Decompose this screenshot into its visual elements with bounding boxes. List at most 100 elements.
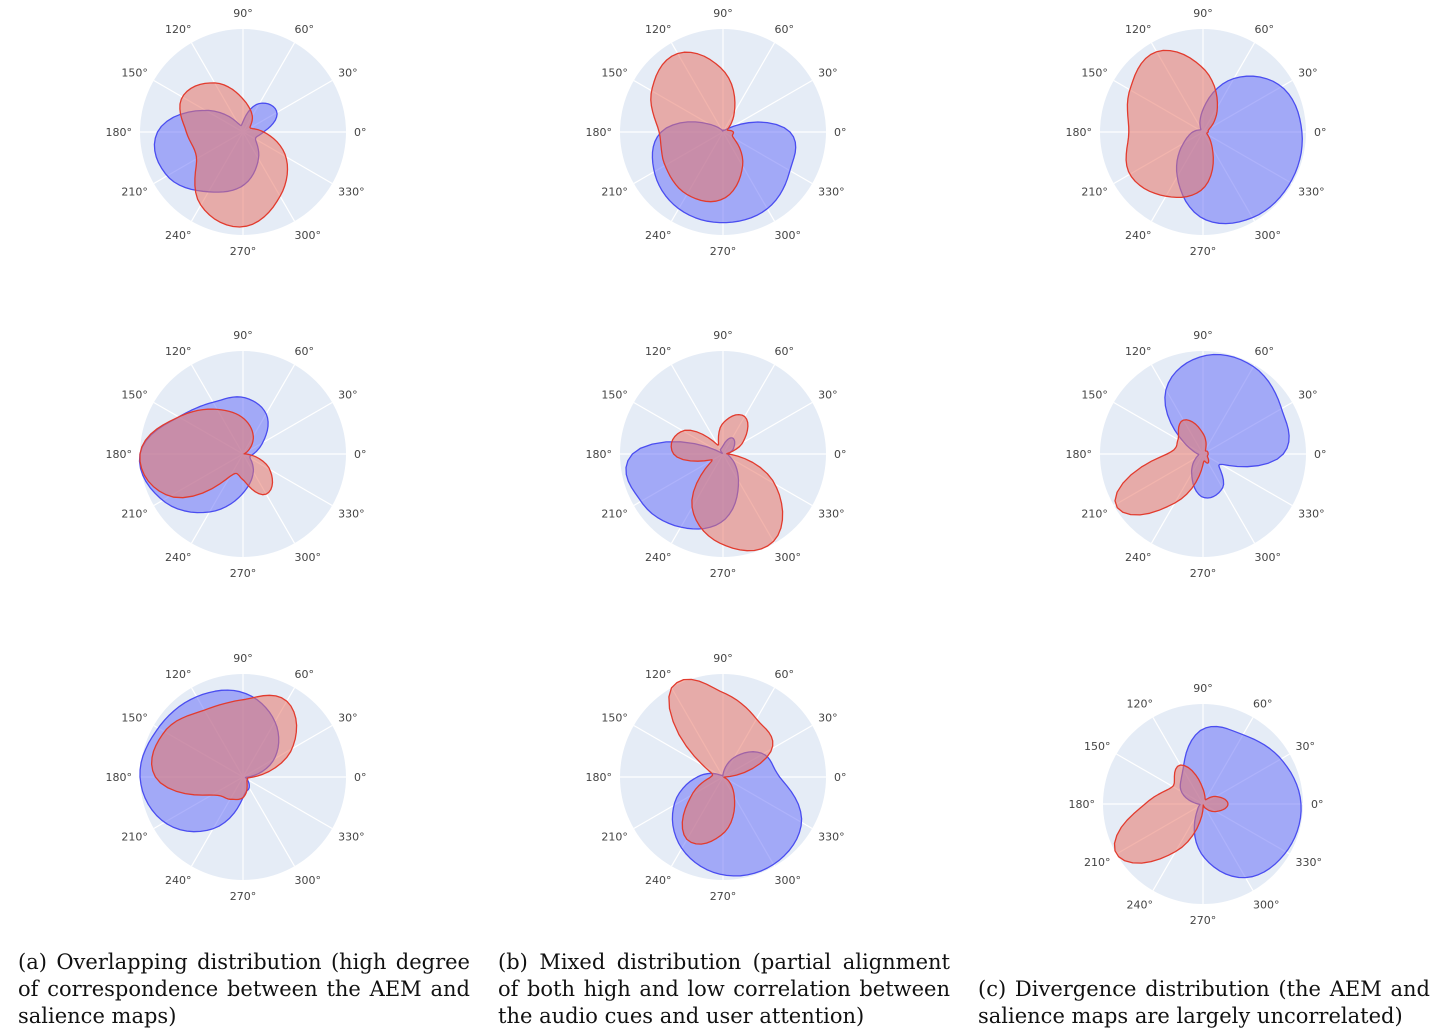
angle-tick-label: 0° [1311,798,1324,811]
caption-b: (b) Mixed distribution (partial alignmen… [498,950,950,1028]
angle-tick-label: 300° [1253,899,1280,912]
angle-tick-label: 0° [354,771,367,784]
angle-tick-label: 180° [1066,126,1093,139]
angle-tick-label: 270° [1190,914,1217,927]
angle-tick-label: 90° [713,7,733,20]
series-area-red [670,413,784,552]
angle-tick-label: 240° [645,229,672,242]
angle-tick-label: 300° [1255,551,1282,564]
angle-tick-label: 120° [1125,345,1152,358]
angle-tick-label: 330° [338,186,365,199]
angle-tick-label: 60° [295,345,315,358]
radial-gridline [242,776,296,867]
angle-tick-label: 90° [713,329,733,342]
angle-tick-label: 240° [645,551,672,564]
angle-tick-label: 0° [834,126,847,139]
series-area-red [179,82,289,228]
angle-tick-label: 150° [1081,389,1108,402]
angle-tick-label: 300° [295,874,322,887]
angle-tick-label: 30° [1298,67,1318,80]
angle-tick-label: 120° [165,23,192,36]
angle-tick-label: 30° [338,67,358,80]
angle-tick-label: 330° [1298,508,1325,521]
angle-tick-label: 120° [165,668,192,681]
angle-tick-label: 150° [1084,740,1111,753]
angle-tick-label: 330° [818,186,845,199]
radial-gridline [722,79,813,133]
angle-tick-label: 90° [233,329,253,342]
angle-tick-label: 300° [775,551,802,564]
angle-tick-label: 330° [1296,856,1323,869]
angle-tick-label: 120° [645,23,672,36]
angle-tick-label: 300° [775,229,802,242]
angle-tick-label: 90° [713,652,733,665]
series-area-red [668,678,774,845]
angle-tick-label: 0° [354,448,367,461]
angle-tick-label: 210° [1081,508,1108,521]
angle-tick-label: 210° [601,186,628,199]
angle-tick-label: 30° [338,389,358,402]
angle-tick-label: 180° [106,771,133,784]
angle-tick-label: 60° [775,23,795,36]
angle-tick-label: 120° [645,345,672,358]
radial-gridline [670,364,724,455]
radial-gridline [242,776,333,830]
angle-tick-label: 180° [586,448,613,461]
angle-tick-label: 180° [1066,448,1093,461]
angle-tick-label: 210° [121,831,148,844]
angle-tick-label: 270° [230,890,257,903]
angle-tick-label: 0° [1314,126,1327,139]
angle-tick-label: 0° [354,126,367,139]
angle-tick-label: 210° [601,831,628,844]
angle-tick-label: 180° [1069,798,1096,811]
angle-tick-label: 60° [775,668,795,681]
angle-tick-label: 180° [586,771,613,784]
polar-chart-b-3: 0° 30° 60° 90° 120° 150° 180° 210° 240° 270° 300° 3… [586,652,847,903]
angle-tick-label: 60° [775,345,795,358]
polar-chart-c-2: 0° 30° 60° 90° 120° 150° 180° 210° 240° 270° 300° 3… [1066,329,1327,580]
angle-tick-label: 240° [1125,229,1152,242]
angle-tick-label: 150° [121,389,148,402]
angle-tick-label: 240° [165,551,192,564]
angle-tick-label: 90° [233,7,253,20]
angle-tick-label: 120° [165,345,192,358]
polar-chart-a-3: 0° 30° 60° 90° 120° 150° 180° 210° 240° 270° 300° 3… [106,652,367,903]
angle-tick-label: 0° [1314,448,1327,461]
series-area-red [1114,419,1210,516]
angle-tick-label: 240° [165,874,192,887]
angle-tick-label: 90° [233,652,253,665]
polar-plots-figure: 0° 30° 60° 90° 120° 150° 180° 210° 240° 270° 300° 3… [106,7,1327,927]
polar-chart-c-1: 0° 30° 60° 90° 120° 150° 180° 210° 240° 270° 300° 3… [1066,7,1327,258]
angle-tick-label: 30° [818,712,838,725]
angle-tick-label: 30° [818,389,838,402]
angle-tick-label: 60° [1255,345,1275,358]
angle-tick-label: 180° [586,126,613,139]
angle-tick-label: 120° [1127,698,1154,711]
angle-tick-label: 150° [1081,67,1108,80]
angle-tick-label: 30° [818,67,838,80]
angle-tick-label: 300° [775,874,802,887]
series-area-red [1125,49,1219,199]
series-area-red [139,408,274,499]
angle-tick-label: 210° [121,508,148,521]
angle-tick-label: 300° [295,551,322,564]
angle-tick-label: 270° [1190,245,1217,258]
angle-tick-label: 30° [1296,740,1316,753]
angle-tick-label: 0° [834,771,847,784]
angle-tick-label: 90° [1193,7,1213,20]
angle-tick-label: 120° [645,668,672,681]
angle-tick-label: 270° [230,245,257,258]
angle-tick-label: 270° [710,245,737,258]
caption-c: (c) Divergence distribution (the AEM and… [978,977,1430,1028]
angle-tick-label: 120° [1125,23,1152,36]
series-area-red [1113,764,1229,864]
angle-tick-label: 270° [710,567,737,580]
angle-tick-label: 330° [338,508,365,521]
angle-tick-label: 60° [295,668,315,681]
angle-tick-label: 330° [1298,186,1325,199]
polar-chart-a-1: 0° 30° 60° 90° 120° 150° 180° 210° 240° 270° 300° 3… [106,7,367,258]
angle-tick-label: 150° [601,712,628,725]
angle-tick-label: 150° [601,389,628,402]
angle-tick-label: 240° [1127,899,1154,912]
angle-tick-label: 240° [165,229,192,242]
